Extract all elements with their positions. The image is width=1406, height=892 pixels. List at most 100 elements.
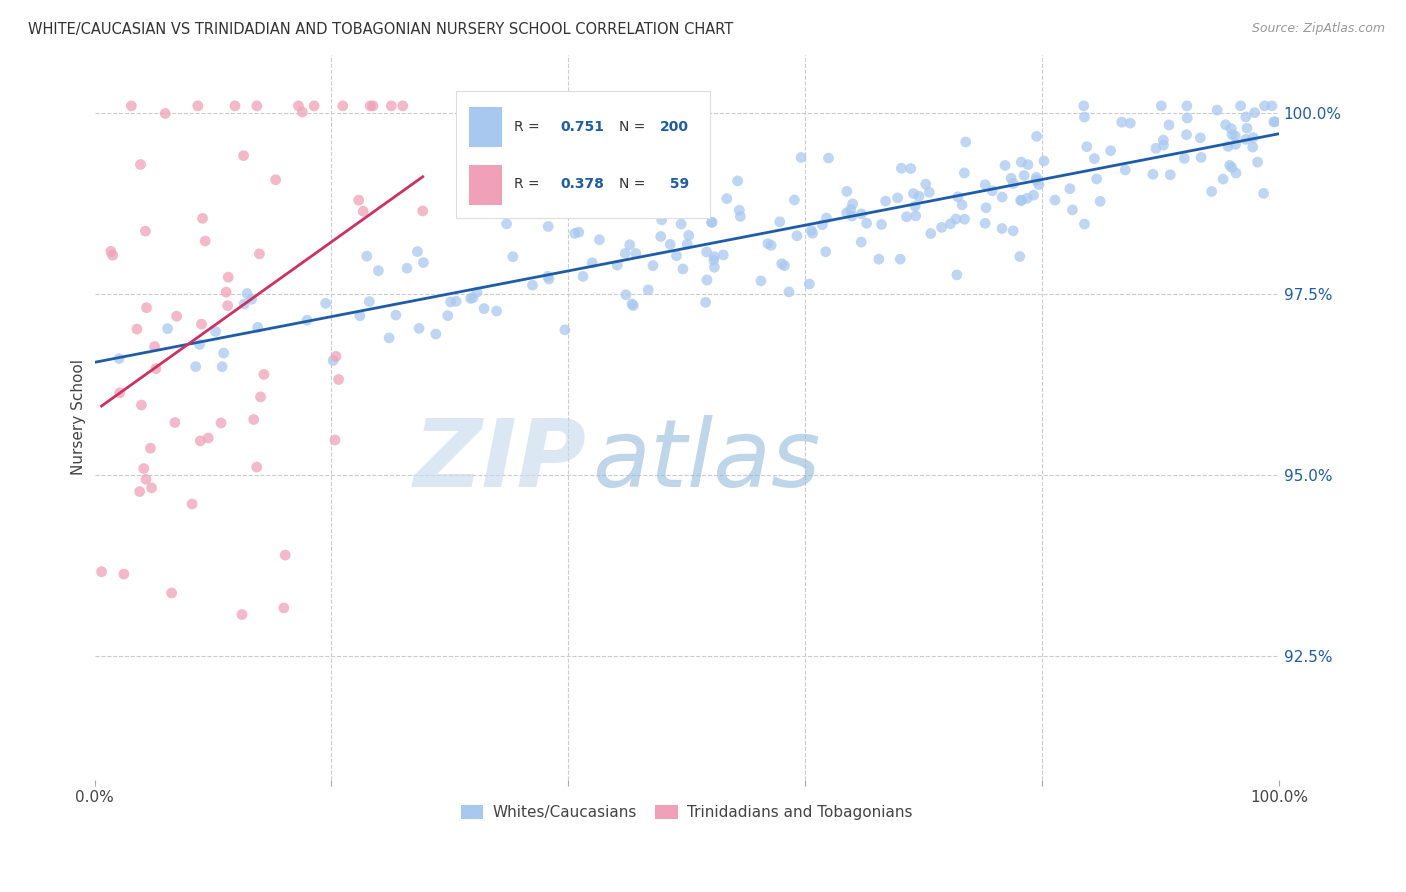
Point	[1234, 110, 1257, 124]
Point	[1076, 139, 1098, 153]
Point	[1059, 182, 1081, 196]
Point	[1225, 128, 1247, 143]
Point	[1017, 158, 1039, 172]
Point	[703, 250, 725, 264]
Point	[1189, 150, 1212, 164]
Point	[620, 297, 643, 311]
Point	[1022, 188, 1045, 202]
Point	[1025, 173, 1047, 187]
Point	[841, 209, 863, 223]
Point	[378, 331, 401, 345]
Point	[1099, 144, 1122, 158]
Point	[1212, 172, 1234, 186]
Point	[1010, 194, 1032, 208]
Point	[839, 202, 862, 217]
Point	[349, 309, 371, 323]
Point	[896, 210, 918, 224]
Point	[953, 166, 976, 180]
Point	[1157, 118, 1180, 132]
Point	[696, 273, 718, 287]
Point	[1025, 129, 1047, 144]
Point	[727, 174, 749, 188]
Point	[1043, 193, 1066, 207]
Point	[801, 226, 824, 240]
Point	[974, 178, 997, 192]
Point	[125, 322, 148, 336]
Point	[1073, 99, 1095, 113]
Point	[669, 217, 692, 231]
Point	[1175, 111, 1198, 125]
Point	[974, 216, 997, 230]
Point	[991, 190, 1014, 204]
Point	[614, 246, 637, 260]
Point	[1236, 121, 1258, 136]
Point	[1173, 152, 1195, 166]
Point	[188, 434, 211, 448]
Point	[444, 294, 467, 309]
Point	[156, 321, 179, 335]
Point	[870, 218, 893, 232]
Point	[1152, 133, 1174, 147]
Point	[425, 326, 447, 341]
Point	[145, 361, 167, 376]
Point	[359, 294, 381, 309]
Point	[1073, 110, 1095, 124]
Point	[139, 441, 162, 455]
Text: Source: ZipAtlas.com: Source: ZipAtlas.com	[1251, 22, 1385, 36]
Point	[783, 193, 806, 207]
Point	[855, 216, 877, 230]
Point	[537, 219, 560, 234]
Point	[851, 235, 873, 249]
Point	[1083, 152, 1105, 166]
Point	[264, 173, 287, 187]
Point	[132, 461, 155, 475]
Text: WHITE/CAUCASIAN VS TRINIDADIAN AND TOBAGONIAN NURSERY SCHOOL CORRELATION CHART: WHITE/CAUCASIAN VS TRINIDADIAN AND TOBAG…	[28, 22, 734, 37]
Point	[537, 272, 560, 286]
Point	[291, 105, 314, 120]
Text: ZIP: ZIP	[413, 415, 586, 507]
Point	[950, 198, 973, 212]
Point	[728, 203, 751, 218]
Point	[695, 295, 717, 310]
Point	[437, 309, 460, 323]
Point	[875, 194, 897, 209]
Point	[914, 177, 936, 191]
Point	[1215, 118, 1237, 132]
Point	[994, 158, 1017, 172]
Point	[1220, 161, 1243, 175]
Point	[1234, 132, 1257, 146]
Point	[209, 416, 232, 430]
Point	[650, 229, 672, 244]
Point	[101, 248, 124, 262]
Point	[184, 359, 207, 374]
Point	[672, 262, 695, 277]
Point	[817, 151, 839, 165]
Point	[302, 99, 325, 113]
Point	[1010, 155, 1032, 169]
Point	[231, 607, 253, 622]
Point	[246, 320, 269, 334]
Point	[1000, 171, 1022, 186]
Point	[614, 288, 637, 302]
Point	[359, 99, 381, 113]
Point	[703, 260, 725, 275]
Point	[1114, 163, 1136, 178]
Point	[1012, 169, 1035, 183]
Point	[380, 99, 402, 113]
Point	[287, 99, 309, 113]
Point	[749, 274, 772, 288]
Point	[946, 190, 969, 204]
Point	[190, 317, 212, 331]
Point	[1175, 128, 1198, 142]
Point	[908, 189, 931, 203]
Point	[1253, 186, 1275, 201]
Point	[606, 258, 628, 272]
Point	[790, 151, 813, 165]
Point	[890, 161, 912, 176]
Point	[572, 269, 595, 284]
Point	[352, 204, 374, 219]
Point	[194, 234, 217, 248]
Point	[1225, 137, 1247, 152]
Point	[568, 225, 591, 239]
Point	[100, 244, 122, 259]
